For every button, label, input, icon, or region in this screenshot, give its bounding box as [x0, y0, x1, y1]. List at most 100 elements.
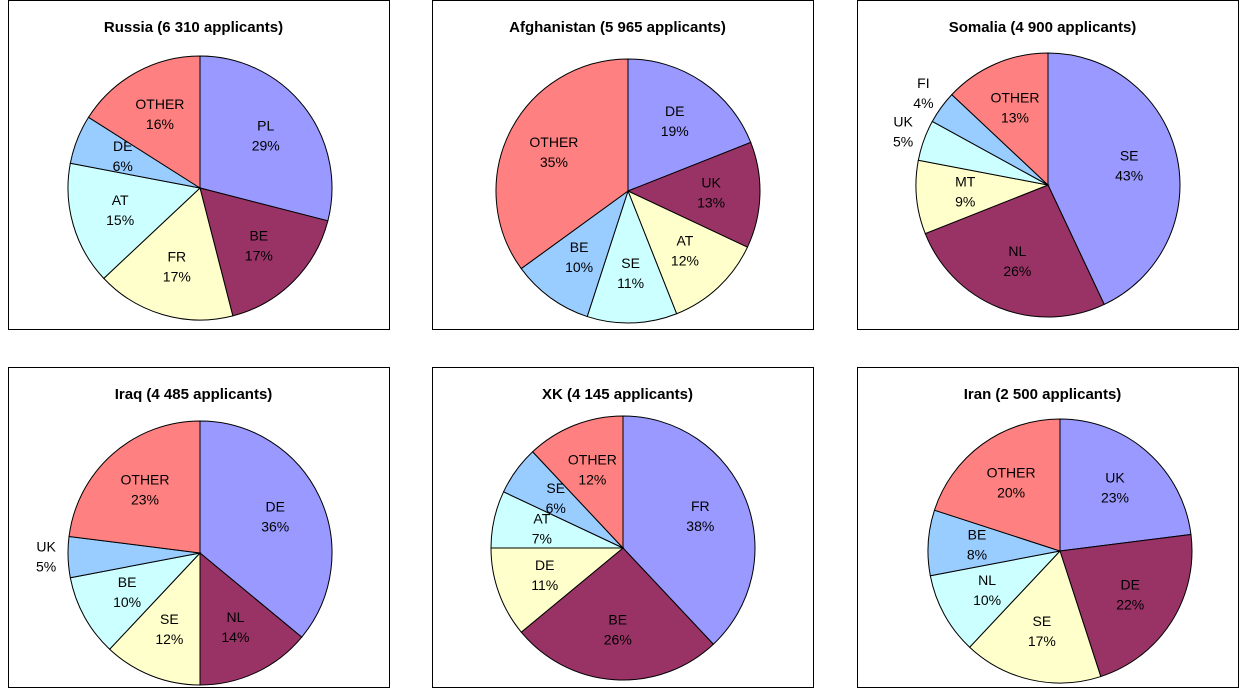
pie-slice — [520, 189, 629, 318]
pie-slice — [103, 187, 234, 321]
slice-category: UK — [701, 174, 721, 190]
slice-value-label: 35% — [540, 154, 568, 170]
slice-category: UK — [893, 114, 913, 130]
slice-category: SE — [160, 611, 179, 627]
slice-value-label: 5% — [36, 559, 56, 575]
slice-value-label: 4% — [913, 95, 933, 111]
chart-title: Russia (6 310 applicants) — [104, 19, 283, 36]
slice-value-label: 5% — [893, 134, 913, 150]
slice-value-label: 43% — [1115, 168, 1143, 184]
slice-value-label: 7% — [532, 531, 552, 547]
pie-slice — [199, 187, 329, 317]
pie-slice — [933, 418, 1061, 552]
slice-value-label: 14% — [221, 629, 249, 645]
pie-slice — [968, 550, 1102, 684]
slice-category: OTHER — [135, 96, 184, 112]
pie-slice — [929, 550, 1062, 648]
pie-slice — [87, 55, 201, 189]
slice-value-label: 16% — [146, 116, 174, 132]
slice-category: BE — [118, 574, 137, 590]
slice-value-label: 38% — [686, 518, 714, 534]
slice-category: UK — [1105, 469, 1125, 485]
pie-slice — [924, 184, 1105, 318]
pie-slice — [68, 420, 201, 554]
chart-title: Iraq (4 485 applicants) — [115, 386, 273, 403]
slice-value-label: 9% — [955, 194, 975, 210]
slice-category: PL — [257, 118, 274, 134]
slice-value-label: 26% — [1003, 263, 1031, 279]
slice-category: OTHER — [990, 89, 1039, 105]
slice-category: BE — [249, 228, 268, 244]
slice-category: OTHER — [987, 464, 1036, 480]
slice-value-label: 23% — [1101, 489, 1129, 505]
pie-slice — [199, 551, 303, 686]
slice-category: SE — [546, 480, 565, 496]
slice-value-label: 29% — [252, 138, 280, 154]
slice-category: DE — [535, 557, 554, 573]
slice-value-label: 15% — [106, 212, 134, 228]
pie-slice — [69, 552, 202, 650]
slice-value-label: 13% — [1001, 109, 1029, 125]
slice-value-label: 23% — [131, 491, 159, 507]
pie-slice — [951, 52, 1049, 187]
pie-slice — [490, 547, 625, 633]
slice-category: BE — [968, 526, 987, 542]
chart-title: Iran (2 500 applicants) — [964, 386, 1122, 403]
slice-category: BE — [608, 612, 627, 628]
slice-category: FR — [167, 249, 186, 265]
pie-slice — [531, 415, 624, 550]
pie-slice — [1059, 418, 1192, 552]
slice-category: OTHER — [568, 451, 617, 467]
slice-category: FI — [917, 75, 929, 91]
slice-category: MT — [955, 174, 976, 190]
slice-category: OTHER — [529, 134, 578, 150]
slice-value-label: 10% — [113, 594, 141, 610]
slice-category: AT — [676, 232, 693, 248]
slice-category: UK — [36, 539, 56, 555]
chart-title: Afghanistan (5 965 applicants) — [509, 19, 726, 36]
slice-value-label: 19% — [661, 123, 689, 139]
pie-slice — [1059, 533, 1193, 678]
pie-slice — [622, 415, 756, 645]
slice-category: OTHER — [121, 471, 170, 487]
slice-category: BE — [570, 239, 589, 255]
slice-value-label: 26% — [604, 632, 632, 648]
slice-value-label: 17% — [163, 269, 191, 285]
slice-value-label: 6% — [113, 158, 133, 174]
pie-slice — [586, 189, 678, 324]
slice-category: SE — [621, 255, 640, 271]
pie-slice — [520, 547, 715, 681]
slice-category: FR — [691, 498, 710, 514]
slice-category: NL — [1008, 243, 1026, 259]
slice-value-label: 12% — [155, 631, 183, 647]
slice-value-label: 12% — [578, 471, 606, 487]
slice-value-label: 36% — [261, 518, 289, 534]
slice-value-label: 17% — [245, 248, 273, 264]
slice-value-label: 20% — [997, 484, 1025, 500]
slice-category: AT — [533, 511, 550, 527]
slice-value-label: 11% — [531, 577, 558, 593]
slice-value-label: 12% — [671, 252, 699, 268]
slice-category: DE — [1120, 576, 1139, 592]
pie-slice — [108, 551, 201, 686]
slice-category: DE — [266, 498, 285, 514]
slice-category: NL — [226, 609, 244, 625]
pie-slice — [627, 190, 749, 315]
slice-value-label: 13% — [697, 194, 725, 210]
pie-slice — [626, 141, 761, 248]
pie-slice — [199, 55, 333, 222]
pie-slice — [495, 58, 629, 270]
chart-title: Somalia (4 900 applicants) — [949, 19, 1137, 36]
slice-category: SE — [1120, 148, 1139, 164]
slice-value-label: 6% — [546, 500, 566, 516]
slice-category: SE — [1033, 613, 1052, 629]
pie-slice — [67, 162, 202, 280]
slice-value-label: 10% — [973, 592, 1001, 608]
pie-slice — [199, 420, 333, 638]
pie-slice — [1047, 52, 1181, 306]
slice-value-label: 22% — [1116, 596, 1144, 612]
chart-title: XK (4 145 applicants) — [542, 386, 693, 403]
slice-category: DE — [665, 103, 684, 119]
pie-slice — [627, 58, 752, 192]
